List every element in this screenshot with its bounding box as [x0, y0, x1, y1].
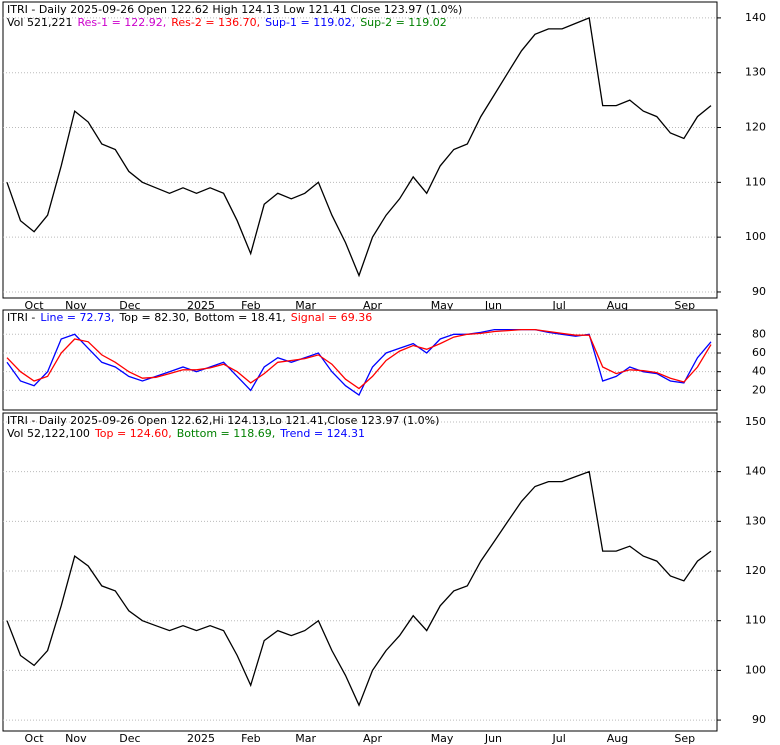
header-item: Trend = 124.31 — [279, 427, 365, 440]
header-item: Top = 124.60, — [94, 427, 172, 440]
x-tick-label: Aug — [607, 732, 628, 745]
x-tick-label: 2025 — [187, 299, 215, 312]
y-tick-label: 110 — [745, 175, 766, 188]
x-tick-label: Jul — [552, 732, 566, 745]
x-tick-label: Oct — [25, 299, 45, 312]
y-tick-label: 120 — [745, 121, 766, 134]
y-tick-label: 80 — [752, 327, 766, 340]
x-tick-label: Apr — [363, 732, 383, 745]
header-item: Res-1 = 122.92, — [77, 16, 166, 29]
y-tick-label: 110 — [745, 614, 766, 627]
header-item: Sup-1 = 119.02, — [265, 16, 355, 29]
x-tick-label: Aug — [607, 299, 628, 312]
x-tick-label: Jul — [552, 299, 566, 312]
y-tick-label: 130 — [745, 66, 766, 79]
header-item: Res-2 = 136.70, — [171, 16, 260, 29]
x-tick-label: May — [431, 299, 454, 312]
y-tick-label: 140 — [745, 11, 766, 24]
x-tick-label: Nov — [65, 732, 87, 745]
header-item: ITRI - Daily 2025-09-26 Open 122.62 High… — [7, 3, 462, 16]
header-line: Vol 521,221 Res-1 = 122.92, Res-2 = 136.70… — [7, 16, 447, 29]
panel-frame — [2, 412, 718, 732]
header-item: ITRI - — [7, 311, 35, 324]
header-item: Bottom = 118.69, — [177, 427, 276, 440]
x-tick-label: 2025 — [187, 732, 215, 745]
y-tick-label: 120 — [745, 564, 766, 577]
x-tick-label: Sep — [674, 299, 695, 312]
price-line — [6, 470, 712, 707]
price-line — [6, 16, 712, 278]
x-tick-label: Mar — [295, 299, 316, 312]
header-item: Signal = 69.36 — [291, 311, 373, 324]
header-line: ITRI - Daily 2025-09-26 Open 122.62 High… — [7, 3, 462, 16]
header-line: Vol 52,122,100 Top = 124.60, Bottom = 118.… — [7, 427, 365, 440]
x-tick-label: Jun — [484, 732, 502, 745]
y-tick-label: 60 — [752, 346, 766, 359]
y-tick-label: 20 — [752, 383, 766, 396]
x-tick-label: Mar — [295, 732, 316, 745]
y-tick-label: 140 — [745, 465, 766, 478]
x-tick-label: Dec — [119, 299, 140, 312]
header-item: Vol 52,122,100 — [7, 427, 90, 440]
x-tick-label: Apr — [363, 299, 383, 312]
panel-frame — [2, 1, 718, 299]
y-tick-label: 40 — [752, 365, 766, 378]
header-item: Top = 82.30, — [118, 311, 189, 324]
y-tick-label: 90 — [752, 713, 766, 726]
y-tick-label: 100 — [745, 663, 766, 676]
x-tick-label: Oct — [25, 732, 45, 745]
x-tick-label: Dec — [119, 732, 140, 745]
y-tick-label: 130 — [745, 514, 766, 527]
x-tick-label: Nov — [65, 299, 87, 312]
header-item: Vol 521,221 — [7, 16, 72, 29]
price-line — [6, 328, 712, 396]
x-tick-label: Feb — [241, 732, 260, 745]
y-tick-label: 150 — [745, 415, 766, 428]
x-tick-label: Sep — [674, 732, 695, 745]
price-line — [6, 328, 712, 390]
header-item: Bottom = 18.41, — [194, 311, 286, 324]
x-tick-label: May — [431, 732, 454, 745]
header-item: Line = 72.73, — [40, 311, 114, 324]
y-tick-label: 100 — [745, 230, 766, 243]
y-tick-label: 90 — [752, 285, 766, 298]
x-tick-label: Feb — [241, 299, 260, 312]
header-item: ITRI - Daily 2025-09-26 Open 122.62,Hi 1… — [7, 414, 439, 427]
header-line: ITRI - Line = 72.73, Top = 82.30, Bottom = … — [7, 311, 372, 324]
x-tick-label: Jun — [484, 299, 502, 312]
header-item: Sup-2 = 119.02 — [360, 16, 447, 29]
header-line: ITRI - Daily 2025-09-26 Open 122.62,Hi 1… — [7, 414, 439, 427]
